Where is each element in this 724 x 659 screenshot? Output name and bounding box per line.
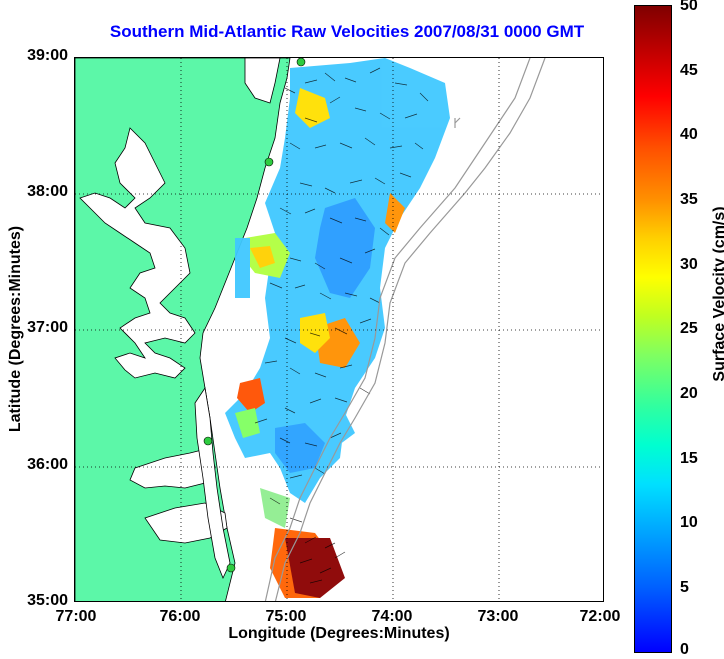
velocity-map [75, 58, 603, 601]
x-tick-label: 76:00 [159, 608, 201, 625]
x-tick-label: 77:00 [55, 608, 97, 625]
y-tick-label: 38:00 [27, 183, 68, 200]
colorbar-tick: 5 [680, 579, 689, 596]
colorbar-tick: 10 [680, 514, 698, 531]
y-tick-label: 37:00 [27, 319, 68, 336]
colorbar-tick: 30 [680, 256, 698, 273]
x-tick-label: 72:00 [579, 608, 621, 625]
colorbar [634, 5, 672, 653]
colorbar-tick: 50 [680, 0, 698, 14]
y-tick-label: 39:00 [27, 47, 68, 64]
map-plot-area [74, 57, 604, 602]
colorbar-label: Surface Velocity (cm/s) [711, 206, 724, 382]
radar-site-marker [203, 436, 213, 446]
radar-sites [203, 58, 306, 573]
albemarle-sound [144, 502, 228, 544]
radar-site-marker [264, 157, 274, 167]
lat-lon-grid [75, 58, 603, 601]
outer-banks-water [194, 386, 231, 580]
chesapeake-bay [79, 127, 196, 379]
map-title: Southern Mid-Atlantic Raw Velocities 200… [109, 22, 585, 41]
x-tick-label: 75:00 [265, 608, 307, 625]
y-tick-label: 36:00 [27, 456, 68, 473]
y-axis-label: Latitude (Degrees:Minutes) [7, 225, 24, 433]
colorbar-tick: 40 [680, 126, 698, 143]
y-tick-label: 35:00 [27, 592, 68, 609]
colorbar-tick: 15 [680, 450, 698, 467]
colorbar-tick: 35 [680, 191, 698, 208]
isobath-lines [264, 58, 546, 601]
colorbar-tick: 25 [680, 320, 698, 337]
delaware-bay [244, 58, 281, 104]
x-tick-label: 73:00 [477, 608, 519, 625]
velocity-arrows [254, 67, 429, 584]
radar-site-marker [226, 563, 236, 573]
colorbar-tick: 0 [680, 641, 689, 658]
radar-site-marker [296, 58, 306, 67]
colorbar-tick: 45 [680, 62, 698, 79]
x-axis-label: Longitude (Degrees:Minutes) [228, 625, 450, 642]
colorbar-tick: 20 [680, 385, 698, 402]
x-tick-label: 74:00 [371, 608, 413, 625]
